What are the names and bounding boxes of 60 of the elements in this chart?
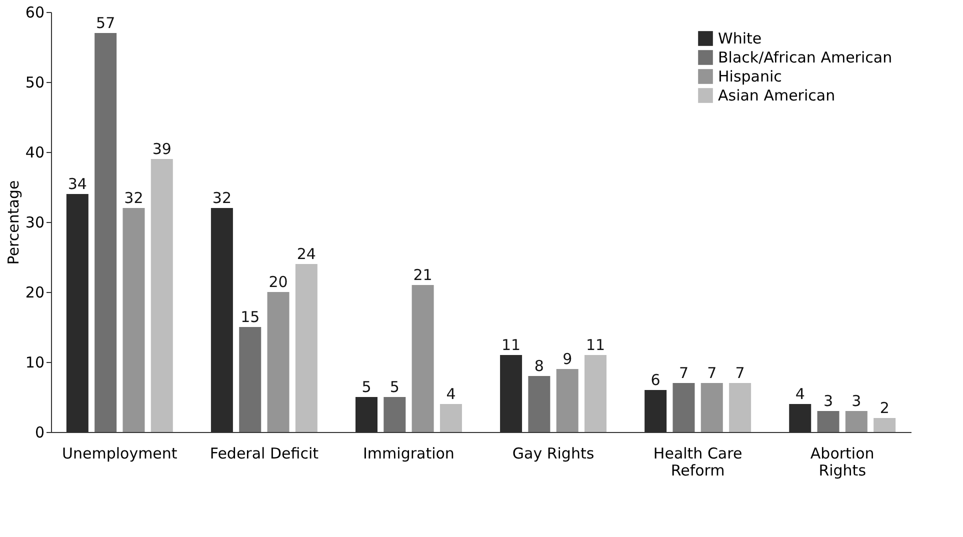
y-tick-label: 20	[25, 284, 44, 302]
bar	[528, 376, 550, 432]
data-label: 6	[650, 371, 660, 389]
data-label: 7	[735, 364, 745, 382]
data-label: 11	[501, 336, 521, 354]
bar	[150, 159, 173, 432]
data-label: 4	[446, 385, 456, 403]
x-tick-label: Health Care Reform	[653, 444, 742, 480]
data-label: 15	[240, 308, 260, 326]
data-label: 9	[562, 350, 572, 368]
bar	[239, 327, 262, 432]
bar	[729, 383, 752, 432]
data-label: 34	[68, 175, 87, 193]
legend-label: Black/African American	[718, 48, 892, 66]
data-label: 7	[678, 364, 688, 382]
bar	[845, 411, 868, 432]
x-tick-label: Immigration	[363, 444, 454, 462]
y-axis-title: Percentage	[4, 180, 22, 265]
bar	[700, 383, 723, 432]
data-label: 11	[586, 336, 606, 354]
x-tick-label: Federal Deficit	[210, 444, 319, 462]
data-label: 32	[124, 189, 144, 207]
bar	[440, 404, 462, 432]
data-label: 39	[152, 140, 172, 158]
data-label: 32	[212, 189, 232, 207]
data-label: 8	[534, 357, 544, 375]
y-tick-label: 10	[25, 354, 44, 372]
bar	[267, 292, 290, 432]
bar	[384, 397, 406, 432]
bar	[94, 33, 117, 432]
data-label: 3	[823, 392, 834, 410]
data-label: 24	[296, 245, 316, 263]
bar	[817, 411, 840, 432]
legend-label: White	[718, 30, 762, 48]
y-tick-label: 60	[25, 4, 44, 22]
y-tick-label: 0	[34, 424, 44, 442]
bar	[412, 285, 434, 432]
bar	[556, 369, 578, 432]
data-label: 3	[852, 392, 862, 410]
data-label: 57	[96, 14, 116, 32]
bar	[874, 418, 896, 432]
y-tick-label: 30	[25, 214, 44, 232]
data-label: 2	[880, 399, 890, 417]
y-tick-label: 50	[25, 74, 44, 92]
x-tick-label: Gay Rights	[512, 444, 594, 462]
legend-label: Asian American	[718, 86, 836, 104]
data-label: 4	[795, 385, 805, 403]
bar	[584, 355, 607, 432]
bar	[122, 208, 145, 432]
data-label: 5	[390, 378, 400, 396]
legend-label: Hispanic	[718, 68, 782, 86]
x-tick-label: Unemployment	[62, 444, 178, 462]
data-label: 21	[413, 266, 432, 284]
bar	[295, 264, 318, 432]
data-label: 7	[707, 364, 717, 382]
bar	[672, 383, 695, 432]
data-label: 20	[268, 273, 288, 291]
x-tick-label: Abortion Rights	[810, 444, 874, 480]
data-label: 5	[362, 378, 372, 396]
y-tick-label: 40	[25, 144, 44, 162]
